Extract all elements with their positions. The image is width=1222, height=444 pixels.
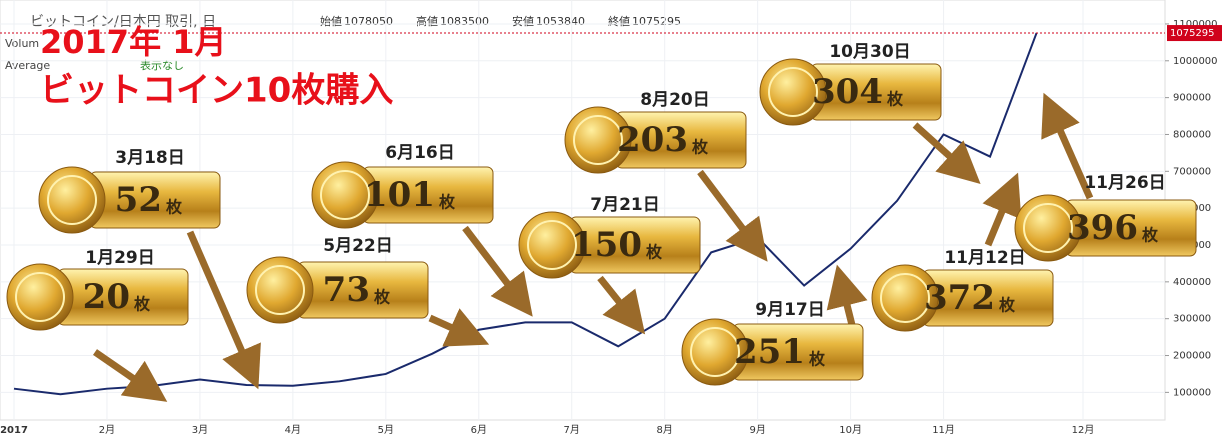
coin-ring	[880, 273, 930, 323]
annotation-count: 203	[617, 120, 688, 160]
annotation-count: 251	[734, 332, 805, 372]
y-tick-label: 300000	[1173, 314, 1211, 325]
annotation-count: 52	[115, 180, 162, 220]
annotation-count: 372	[924, 278, 995, 318]
annotation-date: 5月22日	[323, 236, 393, 256]
annotation-unit: 枚	[134, 295, 151, 314]
y-tick-label: 100000	[1173, 387, 1211, 398]
x-tick-label: 3月	[192, 424, 208, 436]
y-tick-label: 900000	[1173, 93, 1211, 104]
y-tick-label: 700000	[1173, 166, 1211, 177]
annotation-count: 396	[1067, 208, 1138, 248]
annotation-date: 11月12日	[944, 248, 1025, 268]
arrow	[697, 169, 768, 262]
annotation-count: 73	[323, 270, 370, 310]
annotation-date: 8月20日	[640, 90, 710, 110]
annotation-date: 3月18日	[115, 148, 185, 168]
x-tick-label: 7月	[564, 424, 580, 436]
arrow	[597, 275, 646, 335]
annotation-count: 101	[364, 175, 435, 215]
annotation-unit: 枚	[999, 296, 1016, 315]
ohlc-label: 安値	[512, 14, 534, 28]
y-tick-label: 1100000	[1173, 19, 1218, 30]
arrow	[826, 264, 868, 326]
ohlc-value: 1078050	[344, 15, 393, 28]
annotation-unit: 枚	[1142, 226, 1159, 245]
annotation-unit: 枚	[887, 90, 904, 109]
arrow	[93, 349, 168, 402]
symbol: ビットコイン/日本円 取引, 日	[30, 14, 216, 30]
annotation-count: 304	[812, 72, 883, 112]
x-tick-label: 8月	[657, 424, 673, 436]
arrow	[186, 230, 261, 390]
arrow	[428, 308, 490, 347]
ohlc-label: 始値	[320, 14, 342, 28]
arrow	[462, 225, 533, 317]
annotation-date: 1月29日	[85, 248, 155, 268]
annotation-unit: 枚	[374, 288, 391, 307]
x-tick-label: 2017	[0, 425, 28, 436]
annotation-date: 7月21日	[590, 195, 660, 215]
coin-ring	[1023, 203, 1073, 253]
annotation-count: 20	[83, 277, 130, 317]
annotation-date: 10月30日	[829, 42, 910, 62]
coin-ring	[527, 220, 577, 270]
annotation-unit: 枚	[166, 198, 183, 217]
last-value-box	[1167, 25, 1222, 42]
last-value-label: 1075295	[1170, 28, 1215, 39]
coin-ring	[15, 272, 65, 322]
ohlc-label: 高値	[416, 14, 438, 28]
coin-ring	[255, 265, 305, 315]
annotation-date: 6月16日	[385, 143, 455, 163]
indicator: Volum	[5, 37, 39, 50]
annotation-date: 9月17日	[755, 300, 825, 320]
ohlc-label: 終値	[608, 14, 630, 28]
arrow	[982, 172, 1022, 247]
x-tick-label: 6月	[471, 424, 487, 436]
coin-ring	[573, 115, 623, 165]
annotation-unit: 枚	[646, 243, 663, 262]
annotation-unit: 枚	[692, 138, 709, 157]
y-tick-label: 200000	[1173, 351, 1211, 362]
coin-ring	[47, 175, 97, 225]
arrow	[912, 122, 981, 185]
x-tick-label: 12月	[1072, 424, 1095, 436]
coin-ring	[768, 67, 818, 117]
ohlc-value: 1083500	[440, 15, 489, 28]
x-tick-label: 11月	[932, 424, 955, 436]
x-tick-label: 2月	[99, 424, 115, 436]
y-tick-label: 1000000	[1173, 56, 1218, 67]
price-line	[13, 32, 1038, 396]
annotation-unit: 枚	[439, 193, 456, 212]
x-tick-label: 4月	[285, 424, 301, 436]
y-tick-label: 800000	[1173, 129, 1211, 140]
annotation-date: 11月26日	[1084, 173, 1165, 193]
headline: ビットコイン10枚購入	[40, 71, 393, 111]
indicator: Average	[5, 59, 50, 72]
x-tick-label: 9月	[749, 424, 765, 436]
annotation-unit: 枚	[809, 350, 826, 369]
ohlc-value: 1053840	[536, 15, 585, 28]
headline: 2017年 1月	[40, 23, 226, 61]
annotation-count: 150	[571, 225, 642, 265]
arrow	[1041, 92, 1094, 200]
x-tick-label: 10月	[839, 424, 862, 436]
indicator-status: 表示なし	[140, 58, 184, 72]
coin-ring	[320, 170, 370, 220]
coin-ring	[690, 327, 740, 377]
x-tick-label: 5月	[378, 424, 394, 436]
y-tick-label: 400000	[1173, 277, 1211, 288]
ohlc-value: 1075295	[632, 15, 681, 28]
